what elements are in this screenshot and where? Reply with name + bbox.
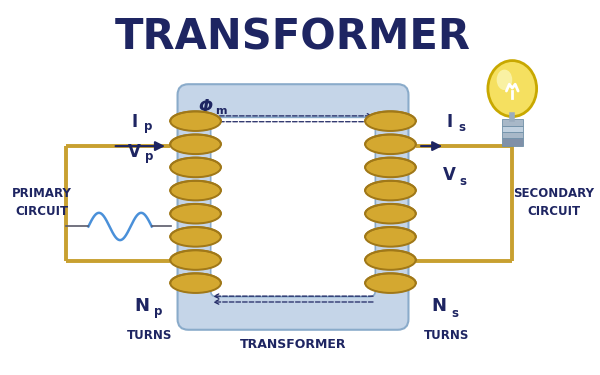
Text: $\mathbf{p}$: $\mathbf{p}$ <box>143 121 153 135</box>
Ellipse shape <box>170 134 221 154</box>
Text: TRANSFORMER: TRANSFORMER <box>240 338 346 351</box>
Ellipse shape <box>497 70 512 90</box>
Text: $\mathbf{p}$: $\mathbf{p}$ <box>152 306 163 320</box>
Ellipse shape <box>170 250 221 270</box>
Text: Φ: Φ <box>198 98 212 116</box>
Bar <box>502 132 523 138</box>
Text: $\mathbf{s}$: $\mathbf{s}$ <box>460 175 468 188</box>
Ellipse shape <box>365 273 416 293</box>
Ellipse shape <box>170 273 221 293</box>
Text: $\mathbf{I}$: $\mathbf{I}$ <box>446 113 452 131</box>
Bar <box>502 126 523 132</box>
Ellipse shape <box>365 204 416 224</box>
Text: SECONDARY
CIRCUIT: SECONDARY CIRCUIT <box>513 187 594 218</box>
Ellipse shape <box>170 227 221 247</box>
Text: $\mathbf{I}$: $\mathbf{I}$ <box>131 113 138 131</box>
Text: $\mathbf{p}$: $\mathbf{p}$ <box>145 151 154 165</box>
Text: $\mathbf{s}$: $\mathbf{s}$ <box>458 121 466 134</box>
FancyBboxPatch shape <box>211 117 376 297</box>
Ellipse shape <box>170 181 221 200</box>
Bar <box>502 138 523 146</box>
Ellipse shape <box>365 250 416 270</box>
Ellipse shape <box>365 111 416 131</box>
Ellipse shape <box>365 227 416 247</box>
Text: $\mathbf{N}$: $\mathbf{N}$ <box>431 297 447 315</box>
Text: $\mathbf{V}$: $\mathbf{V}$ <box>127 143 142 161</box>
Text: TURNS: TURNS <box>127 328 172 342</box>
Ellipse shape <box>365 158 416 177</box>
Ellipse shape <box>488 61 536 117</box>
Text: m: m <box>215 106 227 116</box>
Text: $\mathbf{V}$: $\mathbf{V}$ <box>442 166 457 184</box>
Ellipse shape <box>170 158 221 177</box>
Bar <box>502 119 523 126</box>
Text: TURNS: TURNS <box>424 328 469 342</box>
Ellipse shape <box>365 181 416 200</box>
Text: $\mathbf{N}$: $\mathbf{N}$ <box>134 297 149 315</box>
Ellipse shape <box>365 134 416 154</box>
Text: $\mathbf{s}$: $\mathbf{s}$ <box>451 307 459 320</box>
Ellipse shape <box>170 111 221 131</box>
Text: PRIMARY
CIRCUIT: PRIMARY CIRCUIT <box>12 187 72 218</box>
Text: TRANSFORMER: TRANSFORMER <box>115 17 471 59</box>
Ellipse shape <box>170 204 221 224</box>
FancyBboxPatch shape <box>178 84 409 330</box>
